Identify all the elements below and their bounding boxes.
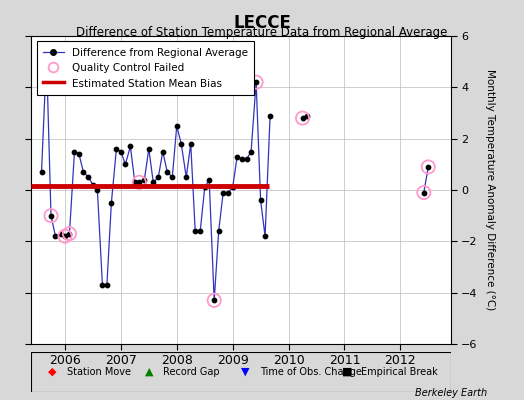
Point [247, 148, 255, 155]
Point [159, 148, 167, 155]
Point [66, 230, 74, 237]
Point [205, 176, 213, 183]
Point [126, 143, 135, 150]
Text: LECCE: LECCE [233, 14, 291, 32]
Point [117, 148, 125, 155]
Point [154, 174, 162, 180]
Point [140, 176, 148, 183]
Point [47, 212, 55, 219]
Point [47, 212, 55, 219]
Point [420, 189, 428, 196]
Point [121, 161, 129, 168]
Text: ■: ■ [342, 367, 352, 377]
Point [42, 53, 51, 60]
Point [37, 169, 46, 175]
Point [424, 164, 432, 170]
Text: Difference of Station Temperature Data from Regional Average: Difference of Station Temperature Data f… [77, 26, 447, 39]
Y-axis label: Monthly Temperature Anomaly Difference (°C): Monthly Temperature Anomaly Difference (… [485, 69, 495, 311]
Point [266, 112, 274, 119]
Point [61, 233, 69, 239]
Text: ◆: ◆ [48, 367, 57, 377]
Point [219, 189, 227, 196]
Point [61, 233, 69, 239]
Point [79, 169, 88, 175]
Point [70, 148, 79, 155]
Point [66, 230, 74, 237]
Point [420, 189, 428, 196]
Point [252, 79, 260, 85]
Text: ▲: ▲ [145, 367, 153, 377]
Text: Record Gap: Record Gap [163, 367, 220, 377]
Point [135, 179, 144, 186]
Point [196, 228, 204, 234]
Point [191, 228, 200, 234]
Point [303, 112, 311, 119]
Point [103, 282, 111, 288]
Text: Time of Obs. Change: Time of Obs. Change [260, 367, 362, 377]
Point [177, 141, 185, 147]
Text: Station Move: Station Move [67, 367, 131, 377]
Point [135, 179, 144, 186]
Point [182, 174, 190, 180]
Point [172, 123, 181, 129]
Point [112, 146, 121, 152]
Point [51, 233, 60, 239]
Point [149, 179, 158, 186]
Text: ▼: ▼ [241, 367, 249, 377]
Point [228, 184, 237, 191]
Point [298, 115, 307, 121]
Point [298, 115, 307, 121]
Point [424, 164, 432, 170]
Point [84, 174, 93, 180]
Point [168, 174, 177, 180]
Point [210, 297, 219, 304]
Point [187, 141, 195, 147]
Point [107, 200, 116, 206]
Point [224, 189, 232, 196]
Point [256, 197, 265, 204]
Point [130, 179, 139, 186]
Point [210, 297, 219, 304]
Legend: Difference from Regional Average, Quality Control Failed, Estimated Station Mean: Difference from Regional Average, Qualit… [37, 41, 254, 95]
Point [201, 184, 209, 191]
Point [56, 230, 64, 237]
Point [98, 282, 106, 288]
Text: Empirical Break: Empirical Break [361, 367, 437, 377]
Point [243, 156, 251, 162]
Point [89, 182, 97, 188]
Point [238, 156, 246, 162]
Point [261, 233, 269, 239]
Point [93, 187, 102, 193]
Point [145, 146, 153, 152]
Point [252, 79, 260, 85]
Point [75, 151, 83, 157]
Point [163, 169, 171, 175]
Text: Berkeley Earth: Berkeley Earth [415, 388, 487, 398]
Point [233, 154, 242, 160]
Point [214, 228, 223, 234]
